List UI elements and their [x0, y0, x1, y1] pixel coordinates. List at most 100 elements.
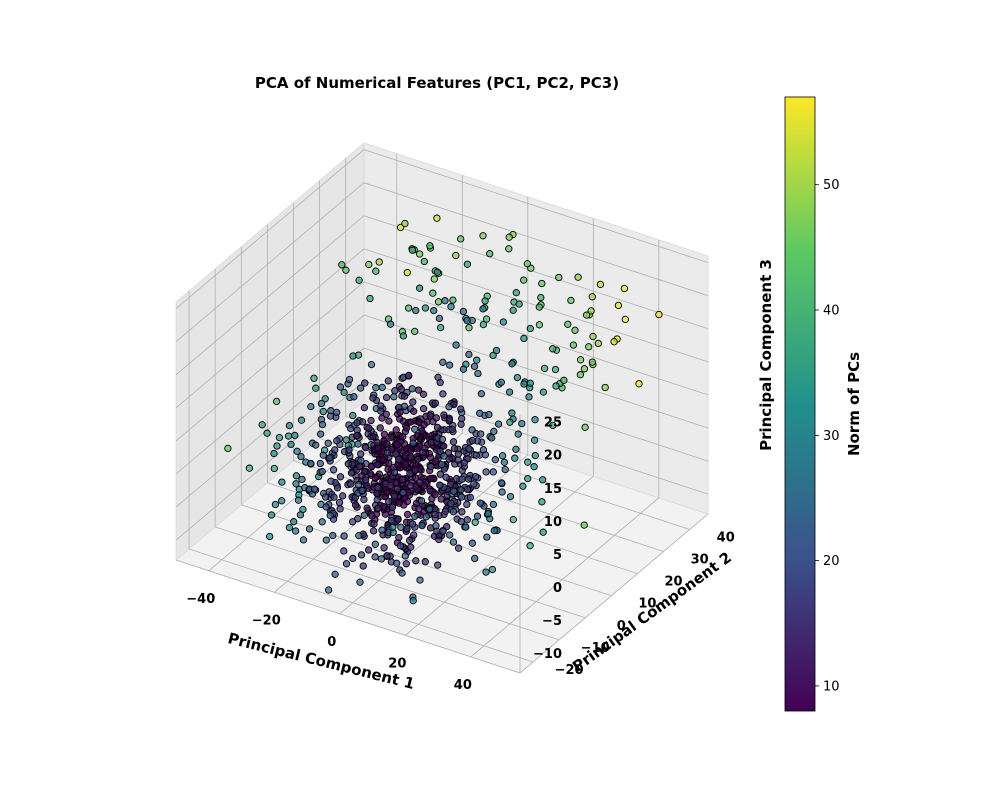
data-point	[483, 533, 491, 541]
data-point	[331, 446, 339, 454]
data-point	[347, 480, 355, 488]
data-point	[442, 473, 450, 481]
colorbar-tick-label: 50	[823, 178, 840, 193]
data-point	[564, 320, 572, 328]
data-point	[378, 383, 386, 392]
y-tick-label: 0	[617, 619, 626, 634]
chart-title: PCA of Numerical Features (PC1, PC2, PC3…	[255, 74, 619, 92]
data-point	[318, 420, 327, 429]
data-point	[574, 273, 582, 281]
data-point	[589, 332, 597, 341]
data-point	[539, 388, 548, 396]
data-point	[434, 373, 442, 381]
data-point	[515, 300, 523, 308]
data-point	[499, 318, 508, 326]
data-point	[287, 440, 295, 449]
data-point	[440, 411, 448, 419]
data-point	[509, 515, 517, 524]
grid-line-z	[363, 281, 709, 396]
data-point	[471, 518, 479, 526]
data-point	[526, 542, 534, 550]
data-point	[427, 438, 435, 447]
data-point	[454, 544, 463, 552]
data-point	[318, 518, 326, 526]
data-point	[317, 399, 326, 408]
data-point	[490, 526, 498, 535]
data-point	[348, 518, 357, 526]
data-point	[436, 470, 444, 478]
data-point	[319, 451, 327, 459]
data-point	[438, 460, 446, 469]
data-point	[369, 527, 378, 535]
data-point	[485, 410, 493, 419]
data-point	[576, 371, 585, 379]
data-point	[361, 379, 369, 387]
data-point	[452, 251, 460, 260]
data-point	[426, 487, 434, 495]
data-point	[379, 456, 387, 464]
data-point	[396, 408, 404, 416]
data-point	[482, 568, 490, 576]
grid-line-z	[175, 314, 365, 475]
data-point	[409, 597, 417, 605]
data-point	[576, 356, 585, 364]
x-tick-label: 0	[327, 635, 336, 650]
data-point	[355, 463, 364, 471]
data-point	[258, 421, 266, 429]
data-point	[378, 526, 386, 534]
data-point	[505, 245, 513, 253]
data-point	[580, 365, 589, 373]
data-point	[427, 474, 435, 483]
data-point	[373, 496, 381, 504]
data-point	[635, 380, 643, 388]
data-point	[473, 512, 482, 520]
data-point	[537, 293, 545, 302]
data-point	[525, 393, 533, 401]
grid-line-x	[208, 411, 398, 572]
data-point	[377, 555, 386, 563]
data-point	[344, 460, 352, 468]
y-tick-label: 30	[691, 553, 709, 568]
data-point	[401, 552, 409, 560]
grid-line-x	[405, 476, 594, 636]
data-point	[356, 578, 364, 586]
data-point	[403, 525, 411, 533]
data-point	[509, 306, 517, 314]
data-point	[431, 399, 440, 407]
data-point	[457, 235, 465, 243]
data-point	[526, 324, 534, 333]
data-point	[305, 525, 314, 533]
data-point	[355, 531, 363, 540]
data-point	[484, 509, 492, 518]
axis-ticks: −40−2002040−20−10010203040−10−5051015202…	[186, 416, 734, 693]
data-point	[588, 358, 597, 366]
data-point	[512, 289, 520, 297]
data-point	[457, 493, 466, 501]
data-point	[375, 258, 383, 266]
grid-line-z	[363, 347, 709, 462]
data-point	[370, 520, 378, 528]
grid-line-z	[175, 149, 365, 309]
data-point	[398, 569, 406, 577]
data-point	[535, 303, 543, 311]
data-point	[385, 497, 393, 506]
data-point	[329, 466, 338, 474]
data-point	[445, 416, 454, 424]
data-point	[489, 468, 497, 476]
data-point	[463, 316, 471, 325]
data-point	[342, 436, 350, 444]
data-point	[434, 561, 442, 569]
data-points	[224, 214, 663, 605]
data-point	[489, 500, 498, 509]
data-point	[291, 431, 299, 440]
data-point	[400, 392, 409, 400]
data-point	[479, 320, 488, 329]
z-tick-label: 5	[553, 548, 562, 563]
data-point	[471, 473, 480, 481]
data-point	[524, 458, 532, 466]
data-point	[508, 360, 516, 368]
y-tick-label: −20	[555, 663, 584, 678]
data-point	[316, 459, 324, 468]
data-point	[538, 279, 546, 288]
data-point	[520, 276, 528, 284]
